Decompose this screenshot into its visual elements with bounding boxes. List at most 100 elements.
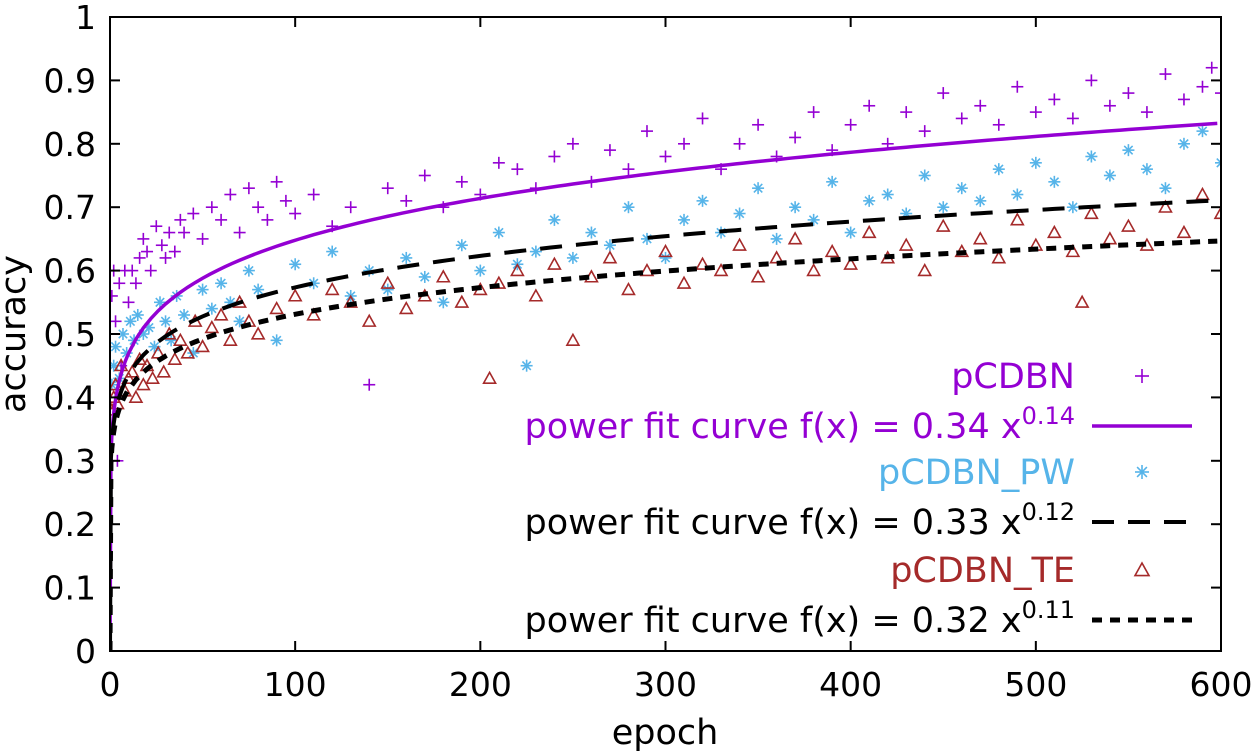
pcdbn-pw-point	[520, 359, 533, 372]
pcdbn-te-point	[713, 262, 729, 277]
pcdbn-pw-point	[1140, 163, 1153, 176]
fit-curve-3	[110, 198, 1218, 651]
x-tick-label: 300	[634, 665, 697, 704]
pcdbn-pw-point	[455, 239, 468, 252]
pcdbn-te-point	[1176, 224, 1192, 239]
pcdbn-pw-point	[1066, 201, 1079, 214]
pcdbn-point	[1177, 93, 1190, 106]
pcdbn-te-point	[972, 231, 988, 245]
pcdbn-point	[937, 87, 950, 100]
pcdbn-te-point	[1065, 243, 1081, 258]
y-tick-label: 0	[75, 632, 96, 671]
y-tick-label: 0.6	[44, 252, 96, 291]
pcdbn-point	[400, 194, 413, 207]
pcdbn-point	[548, 150, 561, 163]
pcdbn-te-point	[824, 243, 840, 258]
pcdbn-point	[363, 378, 376, 391]
y-axis-title: accuracy	[0, 255, 34, 413]
pcdbn-pw-point	[418, 270, 431, 283]
pcdbn-pw-point	[863, 194, 876, 207]
pcdbn-pw-point	[131, 308, 144, 321]
pcdbn-pw-point	[205, 302, 218, 315]
x-tick-label: 100	[264, 665, 327, 704]
pcdbn-point	[110, 315, 122, 328]
pcdbn-point	[1048, 93, 1061, 106]
pcdbn-point	[566, 137, 579, 150]
pcdbn-te-point	[1084, 205, 1099, 220]
pcdbn-point	[511, 163, 524, 176]
pcdbn-pw-point	[974, 194, 987, 207]
pcdbn-te-point	[843, 256, 859, 270]
pcdbn-point	[1066, 112, 1079, 125]
pcdbn-te-point	[195, 339, 210, 353]
pcdbn-pw-point	[529, 245, 542, 258]
pcdbn-point	[242, 182, 255, 195]
pcdbn-point	[187, 207, 200, 220]
x-tick-label: 0	[100, 665, 121, 704]
pcdbn-pw-point	[400, 251, 413, 264]
pcdbn-pw-point	[242, 264, 255, 277]
y-tick-label: 0.5	[44, 315, 96, 354]
pcdbn-te-point	[324, 281, 340, 296]
pcdbn-pw-point	[492, 226, 505, 239]
pcdbn-pw-point	[585, 226, 598, 239]
pcdbn-point	[1159, 68, 1172, 81]
pcdbn-pw-point	[881, 188, 894, 201]
pcdbn-pw-point	[270, 334, 283, 347]
pcdbn-point	[141, 245, 154, 258]
pcdbn-pw-point	[178, 308, 191, 321]
pcdbn-point	[844, 118, 857, 131]
pcdbn-pw-point	[233, 315, 246, 328]
pcdbn-point	[603, 144, 616, 157]
pcdbn-point	[1122, 87, 1135, 100]
pcdbn-pw-point	[659, 251, 672, 264]
pcdbn-point	[163, 226, 176, 239]
pcdbn-point	[918, 125, 931, 138]
pcdbn-point	[974, 99, 987, 112]
pcdbn-te-point	[380, 275, 396, 289]
fit-curve-1	[110, 121, 1218, 651]
pcdbn-point	[307, 188, 320, 201]
pcdbn-pw-point	[548, 213, 561, 226]
pcdbn-te-point	[128, 389, 144, 404]
pcdbn-te-point	[917, 262, 933, 277]
pcdbn-point	[659, 150, 672, 163]
pcdbn-point	[1196, 80, 1209, 93]
pcdbn-point	[289, 207, 302, 220]
pcdbn-pw-point	[159, 315, 172, 328]
y-tick-label: 1	[75, 0, 96, 37]
y-axis-ticks: 0 0.1 0.2 0.3 0.4 0.5 0.6 0.7 0.8 0.9 1	[44, 0, 1221, 671]
y-tick-label: 0.4	[44, 378, 96, 417]
pcdbn-pw-point	[1177, 137, 1190, 150]
pcdbn-te-point	[269, 300, 285, 315]
pcdbn-pw-point	[1215, 156, 1221, 169]
pcdbn-te-point	[454, 294, 470, 308]
pcdbn-point	[1215, 87, 1221, 100]
pcdbn-point	[807, 106, 820, 119]
pcdbn-pw-point	[770, 232, 783, 245]
pcdbn-te-point	[676, 275, 692, 289]
pcdbn-pw-point	[918, 169, 931, 182]
pcdbn-pw-point	[844, 226, 857, 239]
pcdbn-point	[113, 277, 126, 290]
pcdbn-te-point	[145, 370, 160, 384]
pcdbn-te-point	[1158, 199, 1173, 213]
pcdbn-te-point	[121, 370, 136, 384]
y-tick-label: 0.1	[44, 569, 96, 608]
pcdbn-pw-point	[326, 245, 339, 258]
pcdbn-point	[1205, 61, 1218, 74]
pcdbn-te-point	[935, 218, 951, 232]
pcdbn-te-point	[861, 224, 877, 239]
pcdbn-point	[133, 251, 146, 264]
pcdbn-point	[196, 232, 209, 245]
pcdbn-point	[1085, 74, 1098, 87]
pcdbn-point	[126, 264, 139, 277]
pcdbn-pw-point	[474, 264, 487, 277]
pcdbn-pw-point	[437, 296, 450, 309]
x-tick-label: 600	[1190, 665, 1253, 704]
y-tick-label: 0.8	[44, 125, 96, 164]
pcdbn-te-point	[1009, 212, 1025, 226]
pcdbn-pw-point	[215, 277, 228, 290]
fit-curve-5	[110, 238, 1218, 651]
